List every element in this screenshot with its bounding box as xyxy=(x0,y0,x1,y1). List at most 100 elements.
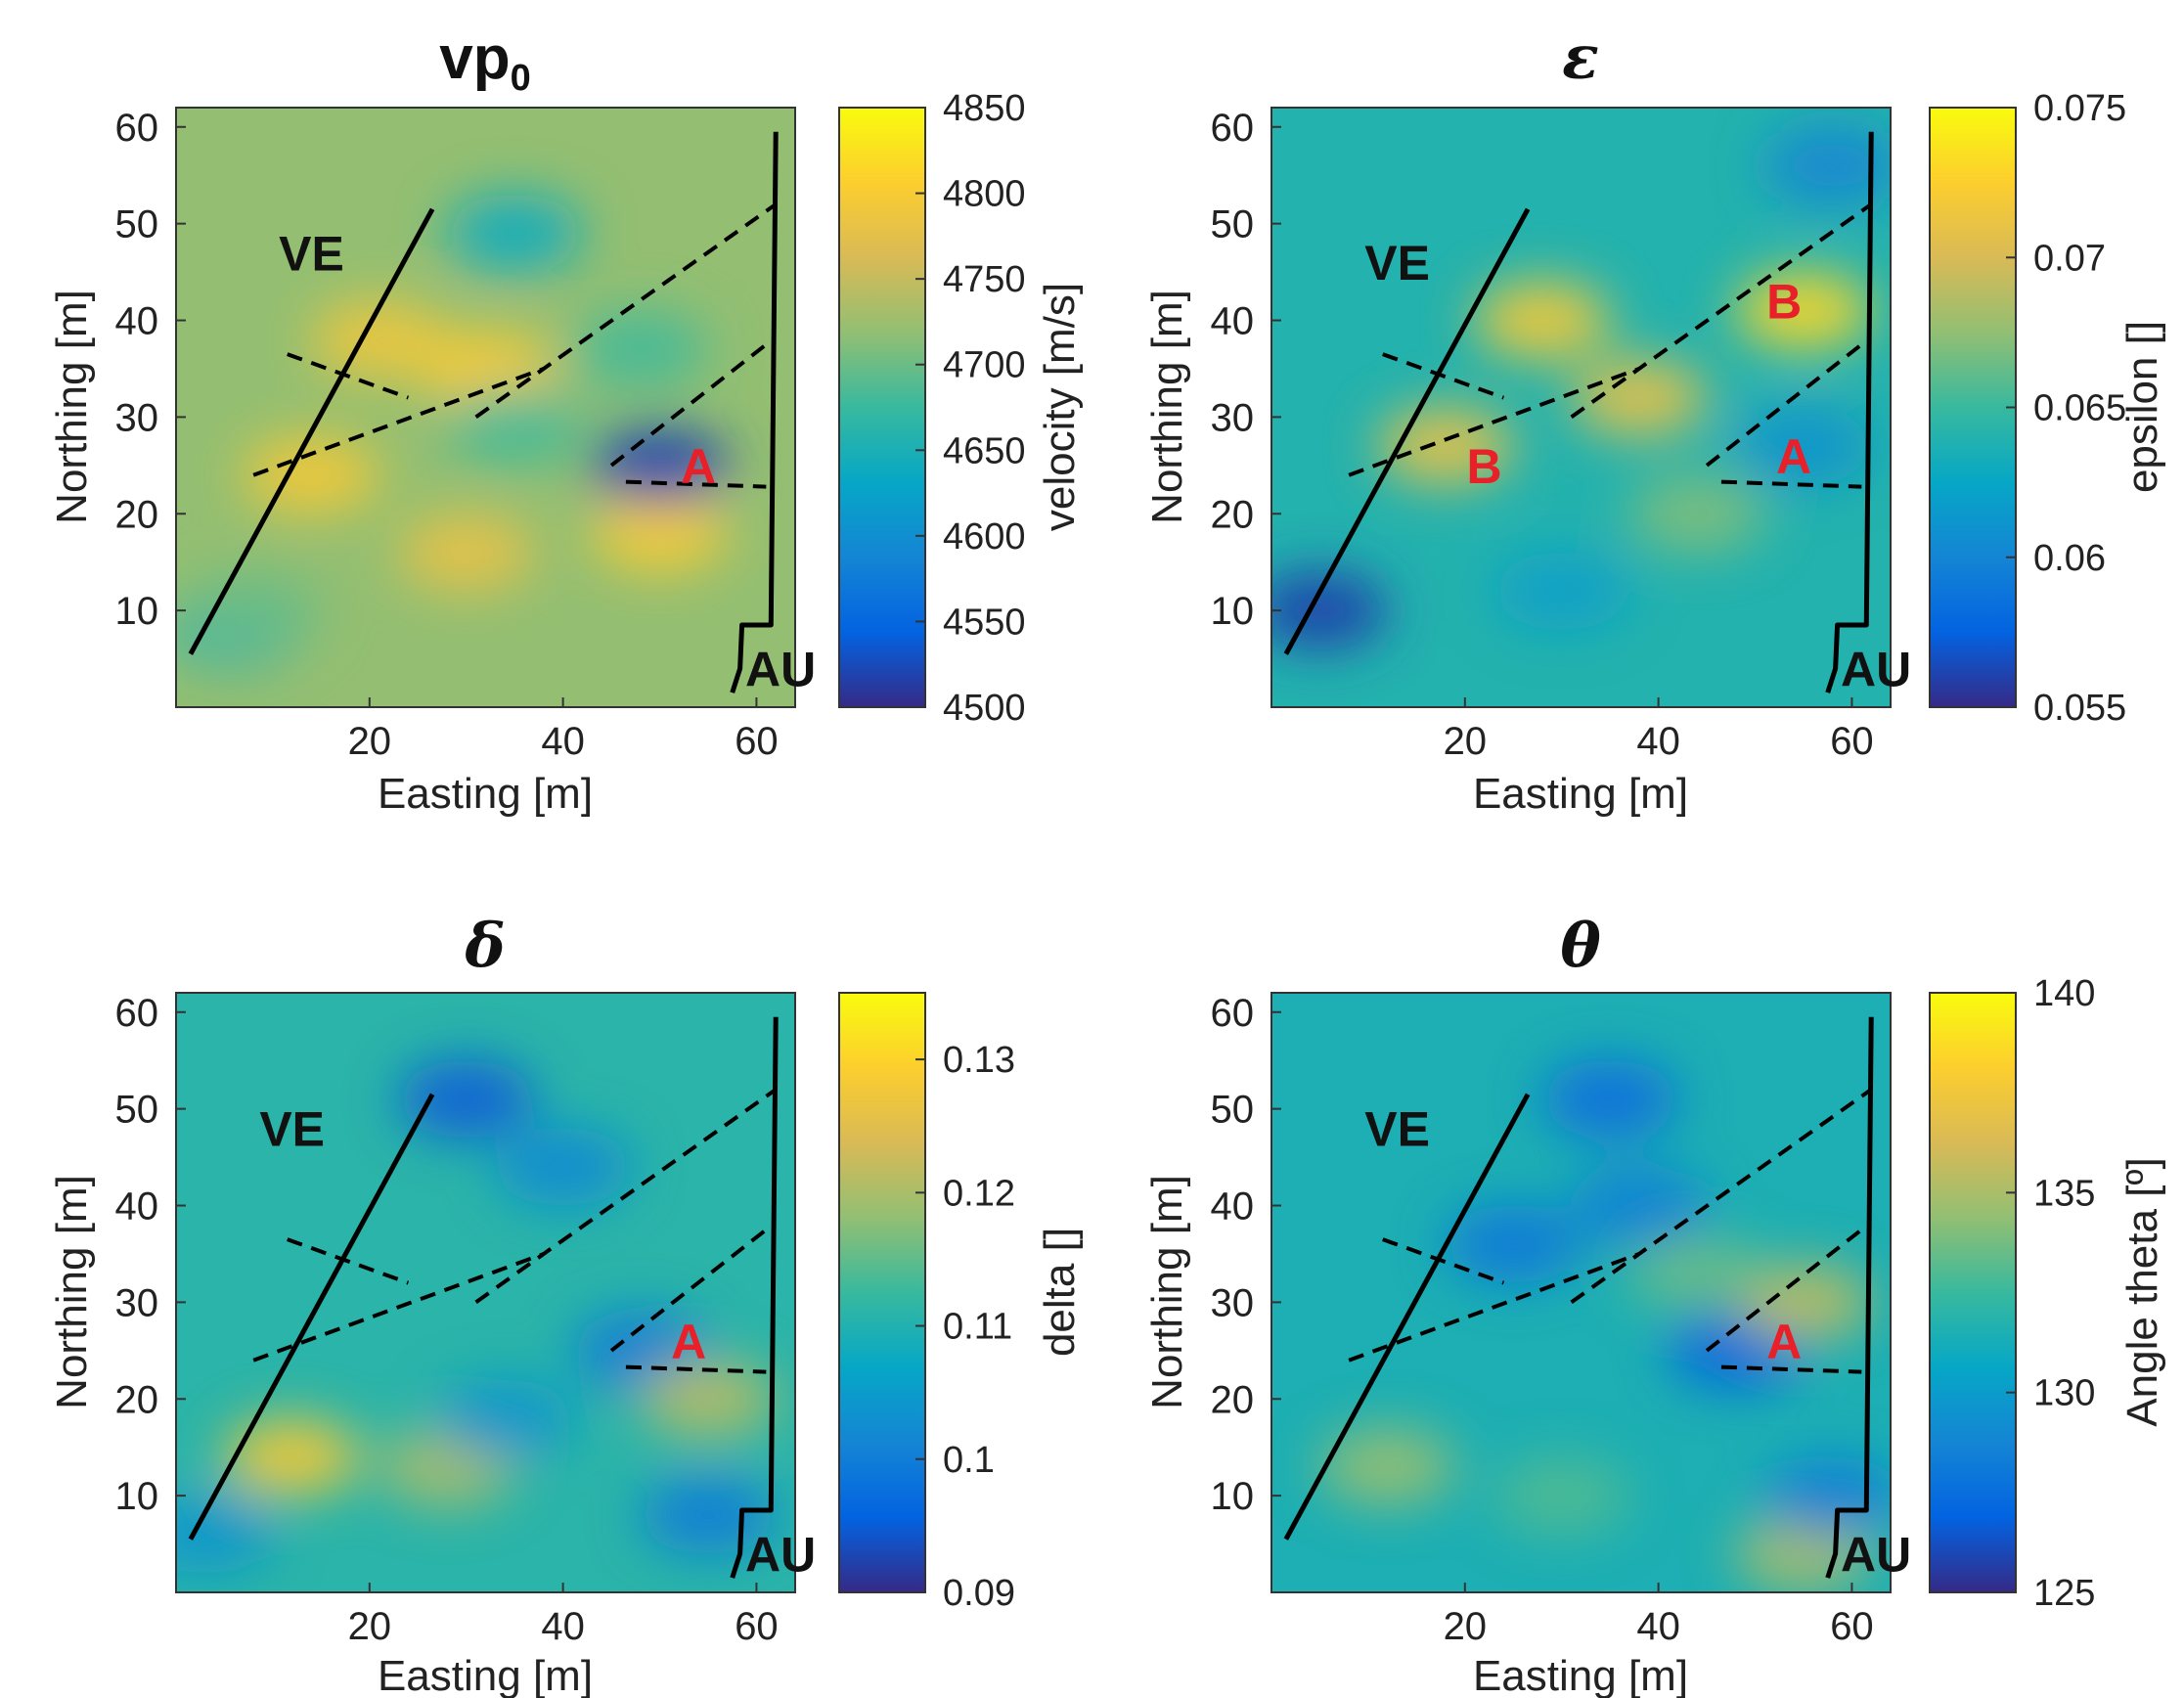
colorbar-tick-label: 4850 xyxy=(943,88,1026,129)
y-tick-label: 40 xyxy=(1211,300,1255,343)
colorbar-tick-label: 0.075 xyxy=(2033,88,2126,129)
fault-lines xyxy=(188,1016,779,1579)
panel-title: ε xyxy=(1562,22,1599,93)
colorbar-tick-label: 0.12 xyxy=(943,1173,1015,1214)
heatmap-cell xyxy=(1445,1205,1582,1284)
heatmap-cell xyxy=(591,494,729,573)
y-tick-label: 60 xyxy=(115,107,159,150)
fault-lines xyxy=(188,131,779,693)
annotations: VE AU A xyxy=(259,1101,816,1582)
x-tick-label: 20 xyxy=(1444,720,1488,763)
colorbar-tick-label: 0.1 xyxy=(943,1440,995,1481)
y-tick-label: 30 xyxy=(115,1281,159,1324)
y-tick-label: 10 xyxy=(1211,590,1255,633)
fault-line-dashed xyxy=(252,367,545,477)
panel-title: θ xyxy=(1560,910,1601,981)
annotations: VE AU A xyxy=(279,226,816,696)
heatmap-cell xyxy=(436,1379,574,1458)
heatmap-cell xyxy=(494,1127,632,1206)
fault-line-dashed xyxy=(625,1364,767,1374)
axes: 20 40 60 10 20 30 40 50 60 xyxy=(115,107,779,763)
y-tick-label: 20 xyxy=(1211,493,1255,536)
fault-line-solid xyxy=(1825,1016,1874,1579)
annotation-label-ve: VE xyxy=(1364,236,1430,290)
colorbar-tick-label: 4500 xyxy=(943,688,1026,729)
fault-line-solid xyxy=(188,1093,435,1541)
fault-lines xyxy=(1283,1016,1874,1579)
x-tick-label: 60 xyxy=(1830,1605,1874,1648)
heatmap-cell xyxy=(1493,552,1630,631)
y-tick-label: 50 xyxy=(1211,203,1255,246)
y-tick-label: 50 xyxy=(1211,1089,1255,1132)
fault-line-solid xyxy=(1283,207,1531,655)
colorbar-scale xyxy=(838,992,926,1593)
annotation-label-au: AU xyxy=(745,642,816,696)
colorbar-tick-label: 4800 xyxy=(943,174,1026,215)
x-tick-label: 60 xyxy=(1830,720,1874,763)
x-tick-label: 40 xyxy=(541,720,585,763)
colorbar-tick-label: 0.07 xyxy=(2033,238,2106,279)
heatmap-cell xyxy=(1493,1456,1630,1536)
heatmap-cell xyxy=(571,310,709,389)
heatmap-cell xyxy=(639,1360,777,1439)
annotation-label-au: AU xyxy=(1841,642,1911,696)
annotation-label-ve: VE xyxy=(279,226,344,281)
fault-line-solid xyxy=(730,1016,779,1579)
fault-line-dashed xyxy=(609,342,768,468)
plot-frame xyxy=(175,107,796,708)
y-tick-label: 20 xyxy=(1211,1378,1255,1421)
heatmap-cell xyxy=(1628,474,1766,554)
colorbar-tick-label: 0.09 xyxy=(943,1573,1015,1614)
colorbar-tick-label: 0.055 xyxy=(2033,688,2126,729)
fault-line-dashed xyxy=(1382,1237,1505,1285)
heatmap-cell xyxy=(1763,1456,1891,1536)
fault-line-dashed xyxy=(1348,367,1640,477)
heatmap-cell xyxy=(1318,1427,1456,1506)
y-tick-label: 60 xyxy=(115,992,159,1035)
colorbar-tick-label: 4750 xyxy=(943,259,1026,300)
fault-line-dashed xyxy=(1570,202,1873,420)
colorbar: 4500 4550 4600 4650 4700 4750 4800 4850 xyxy=(838,88,1026,729)
colorbar-tick-label: 4550 xyxy=(943,602,1026,643)
colorbar: 0.055 0.06 0.065 0.07 0.075 xyxy=(1929,88,2126,729)
heatmap-cell xyxy=(176,1495,274,1574)
fault-line-dashed xyxy=(474,1088,778,1305)
fault-line-solid xyxy=(188,207,435,655)
fault-line-solid xyxy=(1825,131,1874,693)
heatmap-field xyxy=(176,108,795,707)
annotation-label-ve: VE xyxy=(1364,1101,1430,1156)
heatmap-cell xyxy=(1734,1263,1872,1342)
colorbar-tick-label: 0.065 xyxy=(2033,388,2126,429)
panel-title: δ xyxy=(464,910,505,981)
y-tick-label: 30 xyxy=(1211,1281,1255,1324)
colorbar: 125 130 135 140 xyxy=(1929,973,2095,1614)
x-tick-label: 20 xyxy=(1444,1605,1488,1648)
fault-line-dashed xyxy=(1705,1228,1863,1353)
y-axis-label: Northing [m] xyxy=(1143,1175,1191,1409)
fault-line-dashed xyxy=(252,1252,545,1363)
panel-vp0: vp0 20 40 60 10 20 30 40 50 60 VE AU A Easting [m]… xyxy=(48,24,1084,818)
annotations: VE AU B B A xyxy=(1364,236,1911,696)
annotation-label-a: A xyxy=(671,1315,706,1369)
y-tick-label: 10 xyxy=(115,590,159,633)
annotation-label-a: A xyxy=(1776,429,1811,484)
colorbar-scale xyxy=(838,107,926,708)
y-tick-label: 50 xyxy=(115,1089,159,1132)
annotation-label-b: B xyxy=(1467,439,1502,494)
colorbar-tick-label: 0.11 xyxy=(943,1307,1012,1348)
fault-line-dashed xyxy=(1348,1252,1640,1363)
fault-line-dashed xyxy=(287,1237,410,1285)
plot-frame xyxy=(1270,992,1892,1593)
x-tick-label: 20 xyxy=(348,720,392,763)
panel-epsilon: ε 20 40 60 10 20 30 40 50 60 VE AU B B A Easting [m]… xyxy=(1143,22,2166,818)
y-tick-label: 40 xyxy=(1211,1185,1255,1229)
x-axis-label: Easting [m] xyxy=(378,1652,593,1698)
x-axis-label: Easting [m] xyxy=(378,770,593,818)
fault-line-dashed xyxy=(1570,1088,1873,1305)
heatmap-cell xyxy=(243,435,380,514)
panel-delta: δ 20 40 60 10 20 30 40 50 60 VE AU A Easting [m] N… xyxy=(48,910,1084,1698)
fault-line-dashed xyxy=(287,352,410,400)
annotation-label-au: AU xyxy=(745,1527,816,1582)
panel-title: vp0 xyxy=(439,24,531,99)
